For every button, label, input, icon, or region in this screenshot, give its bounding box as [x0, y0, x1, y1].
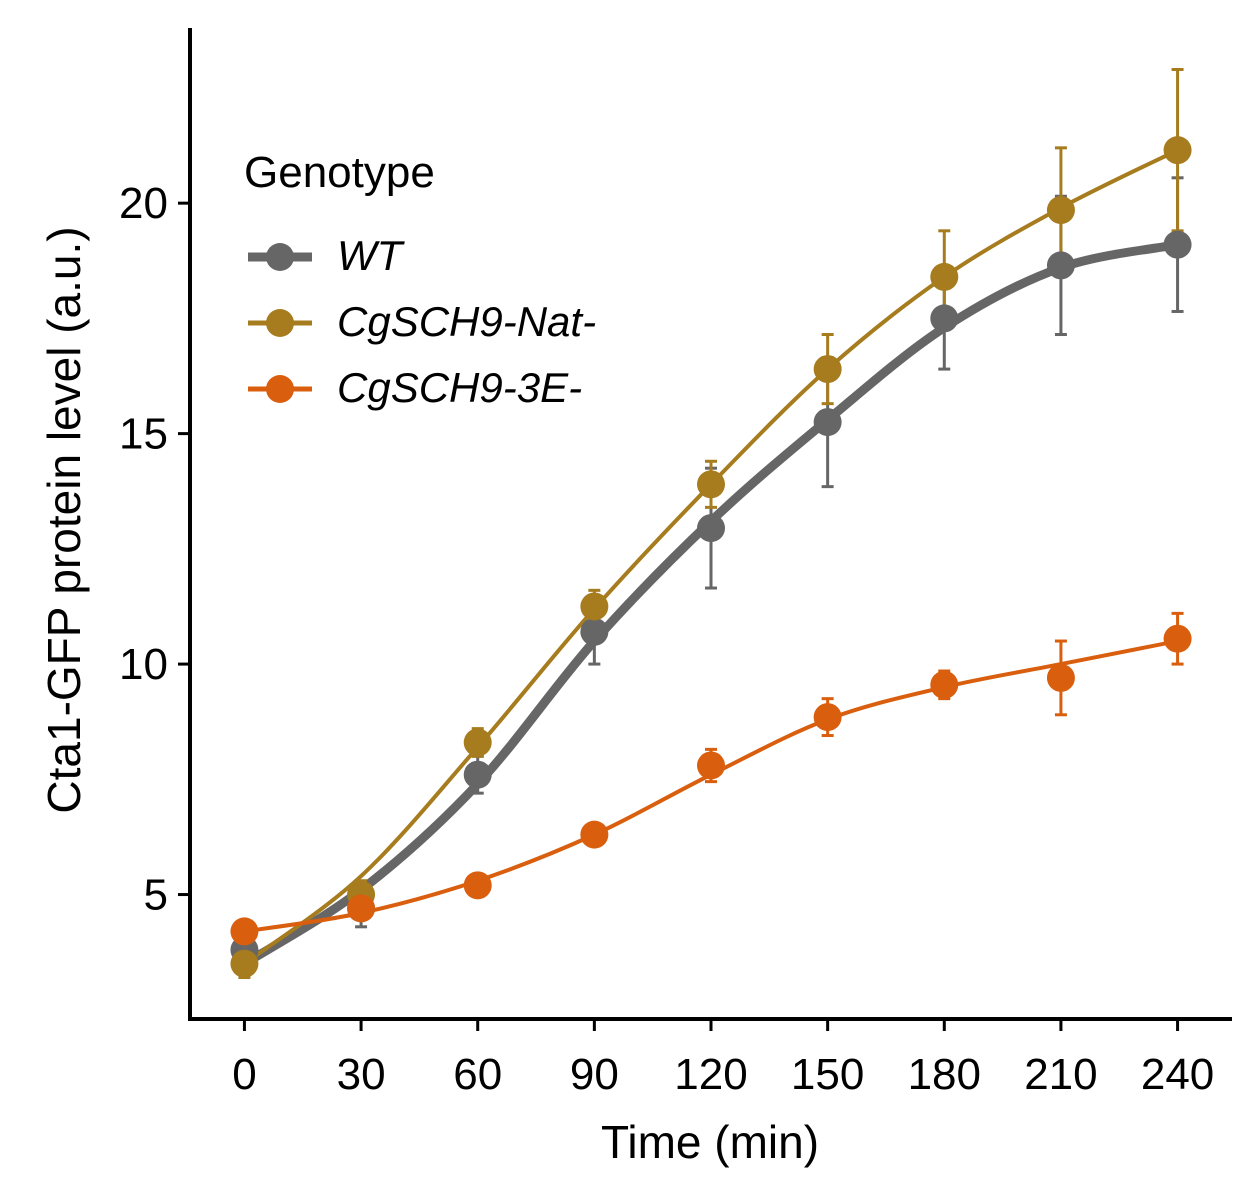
x-axis-ticks: 0 30 60 90 120 150 180 210 240: [232, 1019, 1214, 1099]
legend-title: Genotype: [244, 148, 435, 197]
data-point-cgsch9-nat: [697, 470, 725, 499]
y-tick-label: 10: [119, 640, 168, 689]
data-point-wt: [580, 617, 609, 646]
data-point-cgsch9-3e: [930, 670, 959, 699]
data-point-wt: [1046, 251, 1075, 280]
fit-line-cgsch9-nat: [242, 148, 1180, 966]
legend-key-point-wt: [266, 243, 294, 271]
legend-key-point-cgsch9-3e: [266, 375, 294, 403]
data-point-cgsch9-3e: [1163, 624, 1192, 653]
x-tick-label: 0: [232, 1050, 256, 1099]
x-tick-label: 180: [908, 1050, 981, 1099]
fit-line-cgsch9-3e: [242, 639, 1180, 934]
x-tick-label: 240: [1141, 1050, 1214, 1099]
data-point-cgsch9-nat: [1163, 136, 1192, 165]
legend: Genotype WT CgSCH9-Nat- CgSCH9-3E-: [244, 148, 596, 411]
y-tick-label: 20: [119, 179, 168, 228]
x-tick-label: 30: [337, 1050, 386, 1099]
data-point-wt: [1163, 230, 1192, 259]
x-tick-label: 60: [453, 1050, 502, 1099]
x-axis-title: Time (min): [601, 1116, 819, 1168]
data-point-cgsch9-3e: [463, 871, 492, 900]
data-point-cgsch9-3e: [697, 751, 725, 780]
data-point-cgsch9-3e: [813, 703, 842, 732]
x-tick-label: 120: [674, 1050, 747, 1099]
y-tick-label: 15: [119, 410, 168, 459]
y-axis-ticks: 5 10 15 20: [119, 179, 190, 920]
legend-keys: [248, 243, 312, 403]
data-point-cgsch9-nat: [930, 262, 959, 291]
legend-key-point-cgsch9-nat: [266, 309, 294, 337]
data-point-wt: [463, 760, 492, 789]
data-point-cgsch9-nat: [1046, 196, 1075, 225]
legend-label-cgsch9-nat: CgSCH9-Nat-: [337, 298, 596, 345]
data-point-cgsch9-3e: [230, 917, 259, 946]
data-point-cgsch9-nat: [813, 355, 842, 384]
data-points: [230, 136, 1192, 978]
data-point-cgsch9-nat: [463, 728, 492, 757]
data-point-cgsch9-3e: [1046, 663, 1075, 692]
data-point-wt: [697, 514, 725, 543]
legend-label-wt: WT: [337, 232, 406, 279]
data-point-cgsch9-3e: [347, 894, 376, 923]
data-point-wt: [930, 304, 959, 333]
x-tick-label: 90: [570, 1050, 619, 1099]
data-point-cgsch9-nat: [580, 592, 609, 621]
y-tick-label: 5: [144, 871, 168, 920]
x-tick-label: 150: [791, 1050, 864, 1099]
legend-label-cgsch9-3e: CgSCH9-3E-: [337, 364, 582, 411]
y-axis-title: Cta1-GFP protein level (a.u.): [38, 226, 90, 813]
data-point-cgsch9-nat: [230, 949, 259, 978]
data-point-wt: [813, 408, 842, 437]
data-point-cgsch9-3e: [580, 820, 609, 849]
x-tick-label: 210: [1024, 1050, 1097, 1099]
